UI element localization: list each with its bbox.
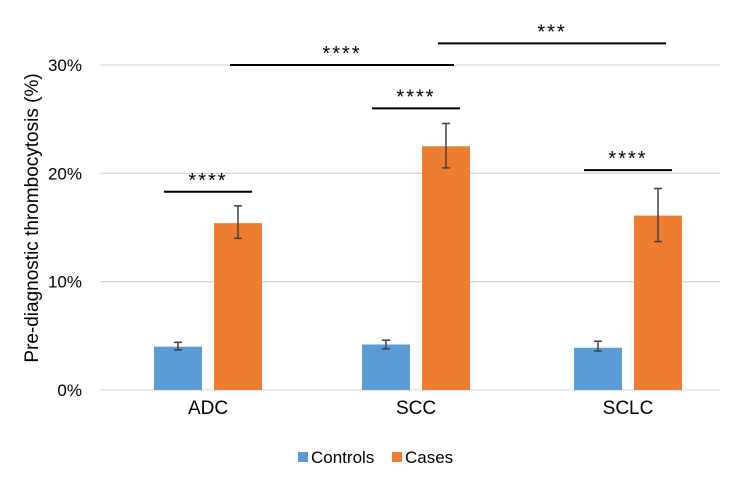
bars [154,146,682,390]
significance-bracket: **** [230,43,454,66]
y-tick-label: 30% [48,56,82,75]
legend-swatch [298,452,308,462]
significance-bracket: **** [164,170,252,193]
bar-cases-scc [422,146,470,390]
significance-annotations: ******************* [164,21,672,193]
y-axis-ticks: 0% 10% 20% 30% [48,56,82,400]
y-axis-label: Pre-diagnostic thrombocytosis (%) [22,73,43,362]
legend-swatch [392,452,402,462]
significance-label: **** [396,86,435,108]
legend: Controls Cases [298,448,453,467]
y-tick-label: 0% [57,381,82,400]
legend-label: Controls [311,448,374,467]
significance-label: *** [537,21,566,43]
legend-item-cases: Cases [392,448,453,467]
x-axis-ticks: ADC SCC SCLC [188,398,653,419]
y-tick-label: 20% [48,164,82,183]
category-label-scc: SCC [396,398,436,419]
legend-label: Cases [405,448,453,467]
error-bar-cases-adc [234,205,242,240]
legend-item-controls: Controls [298,448,374,467]
bar-controls-scc [362,344,410,390]
error-bars [174,122,662,352]
significance-label: **** [188,170,227,192]
error-bar-cases-scc [442,122,450,169]
y-tick-label: 10% [48,273,82,292]
significance-label: **** [608,148,647,170]
gridlines [100,64,720,391]
error-bar-controls-adc [174,341,182,351]
bar-cases-sclc [634,215,682,390]
significance-label: **** [322,43,361,65]
error-bar-cases-sclc [654,187,662,243]
error-bar-controls-scc [382,339,390,350]
significance-bracket: **** [584,148,672,172]
bar-controls-sclc [574,347,622,390]
bar-cases-adc [214,223,262,390]
bar-controls-adc [154,346,202,390]
category-label-adc: ADC [188,398,228,419]
significance-bracket: **** [372,86,460,110]
category-label-sclc: SCLC [603,398,654,419]
error-bar-controls-sclc [594,340,602,352]
significance-bracket: *** [438,21,666,45]
